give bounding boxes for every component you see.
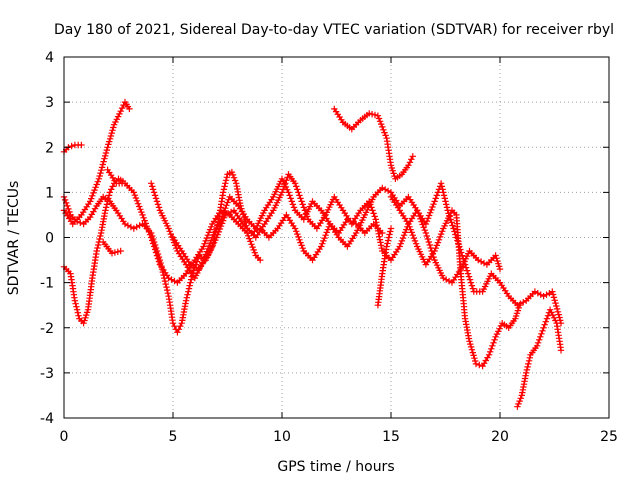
plus-markers	[169, 207, 386, 273]
plus-markers	[100, 238, 124, 257]
y-axis-label: SDTVAR / TECUs	[6, 181, 22, 296]
series-track-12	[514, 306, 565, 410]
plus-markers	[331, 105, 416, 182]
x-tick-label: 10	[273, 429, 291, 445]
x-axis-label: GPS time / hours	[277, 459, 394, 475]
series-track-6	[104, 166, 264, 286]
y-tick-label: 3	[45, 95, 54, 111]
x-tick-label: 20	[491, 429, 509, 445]
axis-ticks: 0 5 10 15 20 25 -4 -3 -2 -1 0 1 2 3 4	[40, 50, 618, 445]
x-tick-label: 5	[169, 429, 178, 445]
y-tick-label: -4	[40, 411, 54, 427]
plus-markers	[374, 225, 395, 309]
series-track-8	[169, 207, 386, 273]
series-track-10	[374, 225, 395, 309]
x-tick-label: 0	[60, 429, 69, 445]
y-tick-label: -2	[40, 321, 54, 337]
y-tick-label: 2	[45, 140, 54, 156]
chart-title: Day 180 of 2021, Sidereal Day-to-day VTE…	[54, 22, 614, 38]
plus-markers	[514, 306, 565, 410]
x-tick-label: 25	[600, 429, 618, 445]
y-tick-label: 4	[45, 50, 54, 66]
series-track-11	[387, 193, 523, 370]
series-track-9	[331, 105, 416, 182]
plus-markers	[387, 193, 523, 370]
x-tick-label: 15	[382, 429, 400, 445]
y-tick-label: 0	[45, 231, 54, 247]
y-tick-label: -3	[40, 366, 54, 382]
y-tick-label: -1	[40, 276, 54, 292]
y-tick-label: 1	[45, 185, 54, 201]
series-track-5	[100, 238, 124, 257]
series-track-1	[60, 175, 127, 327]
